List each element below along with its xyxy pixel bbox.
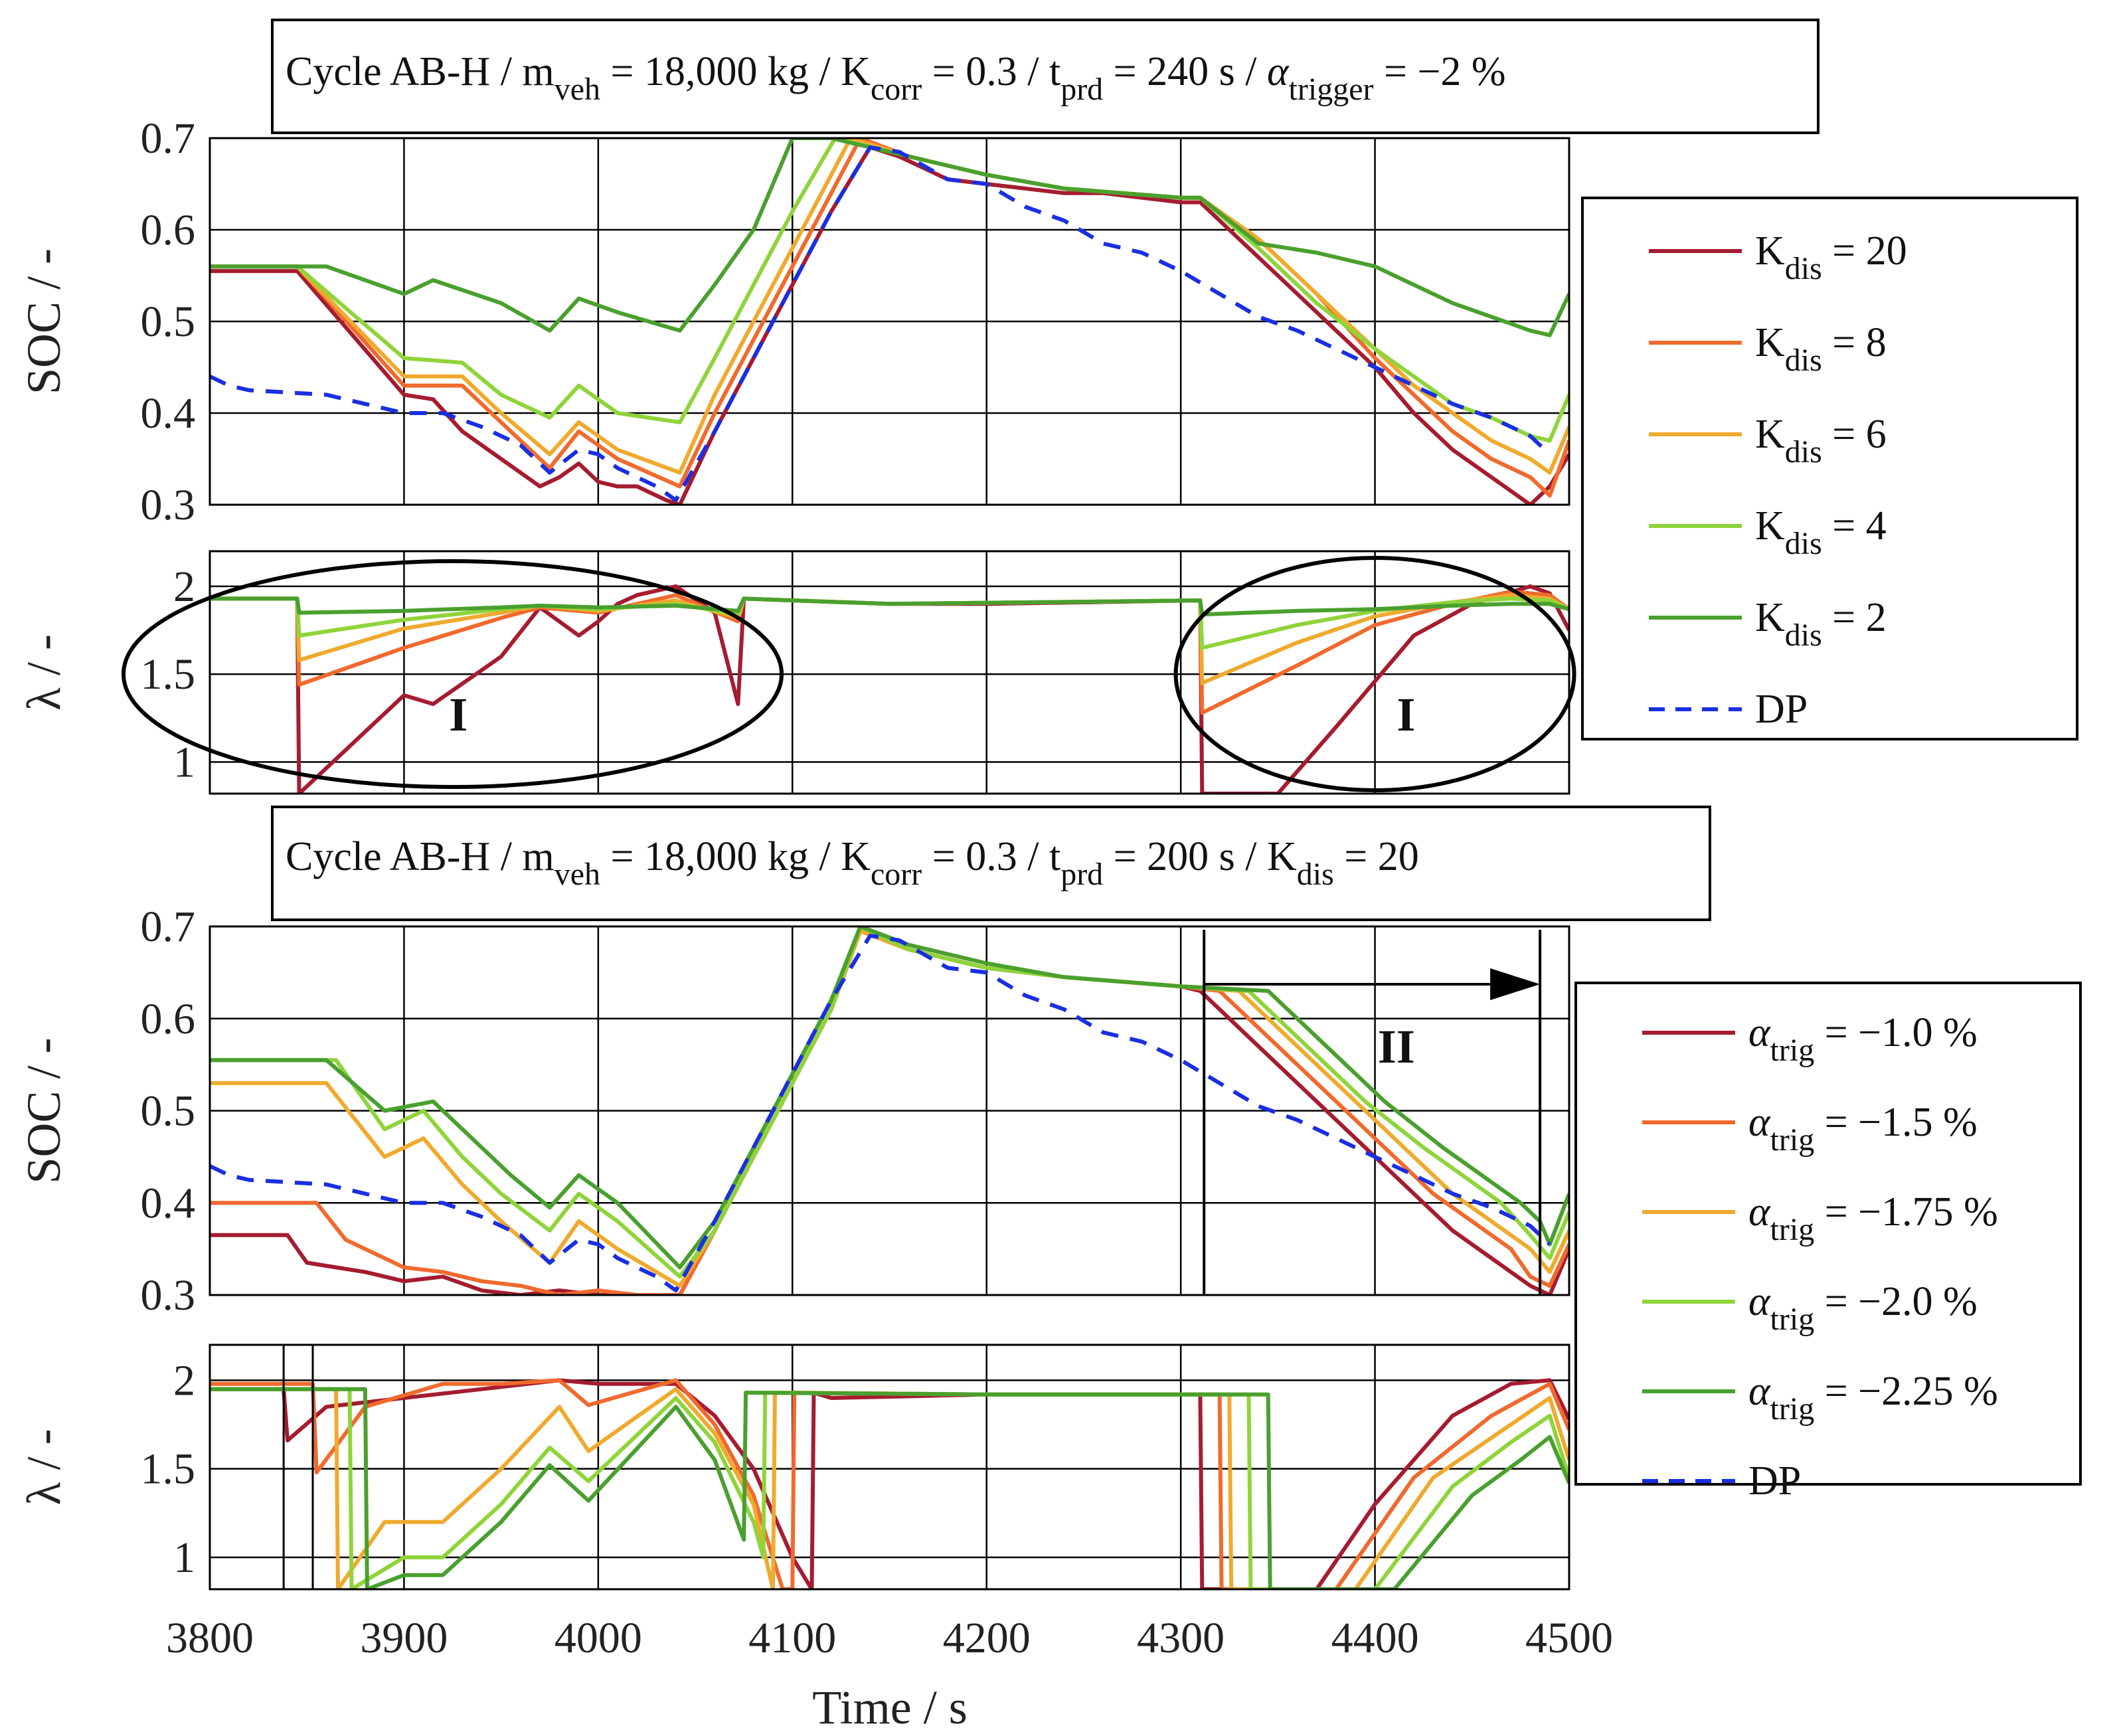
series-group [210,584,1569,794]
series-line [210,933,1551,1293]
series-line [210,145,1569,505]
axes-frame [209,925,1570,1296]
y-tick-label: 2 [173,563,195,611]
series-line [210,138,1569,337]
y-tick-label: 0.4 [141,1179,196,1227]
legend-box [1581,197,2078,740]
series-line [210,584,1569,794]
y-tick-label: 0.5 [141,298,196,346]
annotation-label: I [449,688,467,741]
legend-bottom: αtrig = −1.0 % αtrig = −1.5 % αtrig = −1.7… [1574,982,2082,1504]
axes-frame [209,1344,1570,1591]
x-tick-label: 4400 [1331,1614,1419,1662]
legend-box [1574,982,2082,1486]
title-bottom: Cycle AB-H / mveh = 18,000 kg / Kcorr = … [271,806,1711,921]
series-line [210,596,1569,617]
legend-label: αtrig = −1.5 % [1748,1100,1978,1158]
y-axis-label: SOC / - [17,1037,70,1183]
y-tick-label: 0.5 [141,1087,196,1136]
legend-label: Kdis = 4 [1755,503,1887,561]
y-tick-label: 1.5 [141,1445,196,1494]
highlight-ellipse [122,559,784,789]
legend-label: Kdis = 2 [1755,595,1887,653]
legend-label: Kdis = 8 [1755,320,1887,378]
y-tick-label: 0.6 [141,995,196,1043]
legend-label: Kdis = 20 [1755,228,1907,286]
highlight-ellipse [1173,556,1576,792]
y-tick-label: 1.5 [141,650,196,699]
series-group [210,1378,1569,1589]
x-axis-label: Time / s [812,1681,967,1734]
legend-label: αtrig = −1.75 % [1748,1189,1998,1247]
y-tick-label: 1 [173,1533,195,1582]
series-line [210,1378,1569,1589]
x-tick-label: 4200 [943,1614,1031,1662]
panel-lambda_top: 1 1.5 2 λ / - I I [17,550,1576,795]
x-tick-label: 3900 [360,1614,448,1662]
y-axis-label: λ / - [17,634,70,711]
panel-soc_bottom: 0.3 0.4 0.5 0.6 0.7 SOC / - II [17,903,1570,1320]
series-line [210,1387,1569,1589]
legend-label: αtrig = −1.0 % [1748,1010,1978,1068]
arrow-head [1490,968,1541,1000]
series-line [210,138,1569,475]
series-line [210,1387,1569,1589]
y-axis-label: λ / - [17,1429,70,1506]
title-bottom-text: Cycle AB-H / mveh = 18,000 kg / Kcorr = … [286,834,1419,892]
annotation-label: I [1396,688,1415,741]
y-tick-label: 0.3 [141,1271,196,1320]
axes-frame [209,137,1570,506]
legend-label: αtrig = −2.25 % [1748,1369,1998,1427]
y-tick-label: 2 [173,1356,195,1405]
y-tick-label: 0.7 [141,114,196,163]
y-tick-label: 0.3 [141,481,196,529]
series-line [210,145,1551,503]
x-tick-label: 4500 [1525,1614,1613,1662]
x-tick-label: 3800 [166,1614,254,1662]
x-tick-label: 4100 [748,1614,836,1662]
y-tick-label: 1 [173,738,195,786]
x-tick-label: 4300 [1137,1614,1225,1662]
series-line [210,596,1569,650]
series-line [210,926,1569,1279]
legend-label: DP [1748,1458,1801,1504]
series-line [210,138,1569,498]
legend-label: Kdis = 6 [1755,412,1887,470]
y-tick-label: 0.7 [141,903,196,951]
axes-frame [209,550,1570,795]
panel-lambda_bottom: 1 1.5 2 λ / - 3800 3900 4000 4100 4200 4300 4400 45… [17,1344,1613,1662]
title-top: Cycle AB-H / mveh = 18,000 kg / Kcorr = … [271,19,1819,134]
series-line [210,1387,1569,1589]
panel-soc_top: 0.3 0.4 0.5 0.6 0.7 SOC / - [17,114,1570,529]
annotation-label: II [1378,1020,1415,1073]
legend-label: αtrig = −2.0 % [1748,1279,1978,1337]
series-line [210,926,1569,1270]
x-tick-label: 4000 [554,1614,642,1662]
series-group [210,926,1569,1295]
title-bottom-box [271,806,1711,921]
y-tick-label: 0.4 [141,389,196,438]
legend-label: DP [1755,687,1808,732]
title-top-text: Cycle AB-H / mveh = 18,000 kg / Kcorr = … [286,49,1506,107]
y-tick-label: 0.6 [141,206,196,254]
series-group [210,138,1569,505]
title-top-box [271,19,1819,134]
legend-top: Kdis = 20 Kdis = 8 Kdis = 6 Kdis = 4 Kdis = … [1581,197,2078,740]
y-axis-label: SOC / - [17,248,70,394]
